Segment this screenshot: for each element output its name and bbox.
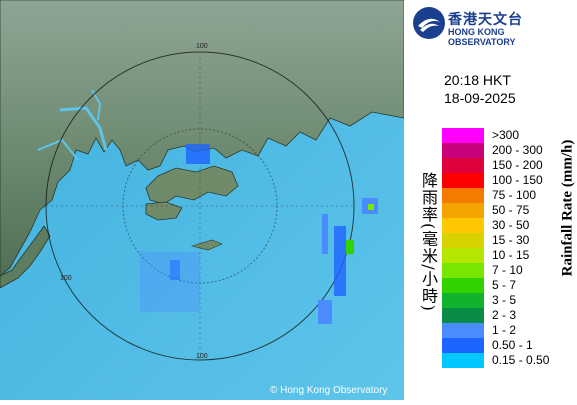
copyright-text: © Hong Kong Observatory bbox=[270, 385, 388, 396]
legend-range-label: 7 - 10 bbox=[492, 263, 523, 277]
legend-title-zh: 降雨率(毫米/小時) bbox=[419, 172, 438, 312]
west-coast bbox=[0, 225, 51, 289]
range-label-south: 100 bbox=[196, 353, 208, 360]
legend-row: 1 - 2 bbox=[442, 323, 572, 338]
legend-row: 100 - 150 bbox=[442, 173, 572, 188]
legend-swatch bbox=[442, 248, 484, 263]
legend-swatch bbox=[442, 353, 484, 368]
legend-range-label: 200 - 300 bbox=[492, 143, 543, 157]
legend-row: 30 - 50 bbox=[442, 218, 572, 233]
legend-range-label: 15 - 30 bbox=[492, 233, 530, 247]
lantau-island bbox=[145, 201, 183, 221]
legend-swatch bbox=[442, 293, 484, 308]
legend-row: 10 - 15 bbox=[442, 248, 572, 263]
legend-row: 200 - 300 bbox=[442, 143, 572, 158]
legend-swatch bbox=[442, 308, 484, 323]
estuary-channel bbox=[59, 106, 108, 151]
legend-row: 15 - 30 bbox=[442, 233, 572, 248]
legend-range-label: 150 - 200 bbox=[492, 158, 543, 172]
range-label-west: 100 bbox=[60, 275, 72, 282]
wanshan-islands bbox=[190, 239, 223, 251]
legend-range-label: >300 bbox=[492, 128, 520, 142]
legend-swatch bbox=[442, 278, 484, 293]
legend-range-label: 2 - 3 bbox=[492, 308, 517, 322]
hong-kong-island bbox=[145, 165, 239, 205]
legend-row: 5 - 7 bbox=[442, 278, 572, 293]
legend-range-label: 50 - 75 bbox=[492, 203, 530, 217]
legend-swatch bbox=[442, 188, 484, 203]
hko-logo-icon bbox=[413, 7, 445, 39]
legend-swatch bbox=[442, 263, 484, 278]
legend-row: 3 - 5 bbox=[442, 293, 572, 308]
legend-row: 150 - 200 bbox=[442, 158, 572, 173]
radar-map-canvas: 100 100 100 bbox=[0, 0, 405, 400]
legend-row: 0.50 - 1 bbox=[442, 338, 572, 353]
range-label-north: 100 bbox=[196, 43, 208, 50]
legend-swatch bbox=[442, 158, 484, 173]
estuary-channel bbox=[91, 89, 102, 121]
legend-row: 0.15 - 0.50 bbox=[442, 353, 572, 368]
legend-swatch bbox=[442, 323, 484, 338]
legend-swatch bbox=[442, 143, 484, 158]
observation-time: 20:18 HKT bbox=[444, 72, 511, 88]
legend-row: 2 - 3 bbox=[442, 308, 572, 323]
legend-swatch bbox=[442, 338, 484, 353]
logo-name-zh: 香港天文台 bbox=[448, 12, 523, 28]
legend-swatch bbox=[442, 218, 484, 233]
info-panel: 香港天文台 HONG KONG OBSERVATORY 20:18 HKT 18… bbox=[404, 0, 577, 400]
logo-name-en: HONG KONG OBSERVATORY bbox=[448, 27, 516, 47]
legend-row: >300 bbox=[442, 128, 572, 143]
legend-swatch bbox=[442, 233, 484, 248]
legend-range-label: 5 - 7 bbox=[492, 278, 517, 292]
legend-range-label: 1 - 2 bbox=[492, 323, 517, 337]
legend-range-label: 30 - 50 bbox=[492, 218, 530, 232]
legend-row: 50 - 75 bbox=[442, 203, 572, 218]
rain-echoes bbox=[140, 144, 378, 324]
legend-swatch bbox=[442, 128, 484, 143]
legend-range-label: 0.15 - 0.50 bbox=[492, 353, 550, 367]
legend-title-en: Rainfall Rate (mm/h) bbox=[559, 139, 576, 277]
range-rings bbox=[45, 51, 355, 361]
legend-range-label: 3 - 5 bbox=[492, 293, 517, 307]
hko-logo: 香港天文台 HONG KONG OBSERVATORY bbox=[412, 6, 572, 47]
legend-row: 7 - 10 bbox=[442, 263, 572, 278]
legend-range-label: 75 - 100 bbox=[492, 188, 537, 202]
legend-range-label: 100 - 150 bbox=[492, 173, 543, 187]
legend-range-label: 0.50 - 1 bbox=[492, 338, 533, 352]
legend-swatch bbox=[442, 203, 484, 218]
legend-range-label: 10 - 15 bbox=[492, 248, 530, 262]
estuary-channel bbox=[37, 138, 79, 161]
radar-map: 100 100 100 © Hong Kong Observatory bbox=[0, 0, 405, 400]
legend-row: 75 - 100 bbox=[442, 188, 572, 203]
observation-date: 18-09-2025 bbox=[444, 90, 516, 106]
mainland bbox=[0, 0, 405, 277]
legend-swatch bbox=[442, 173, 484, 188]
